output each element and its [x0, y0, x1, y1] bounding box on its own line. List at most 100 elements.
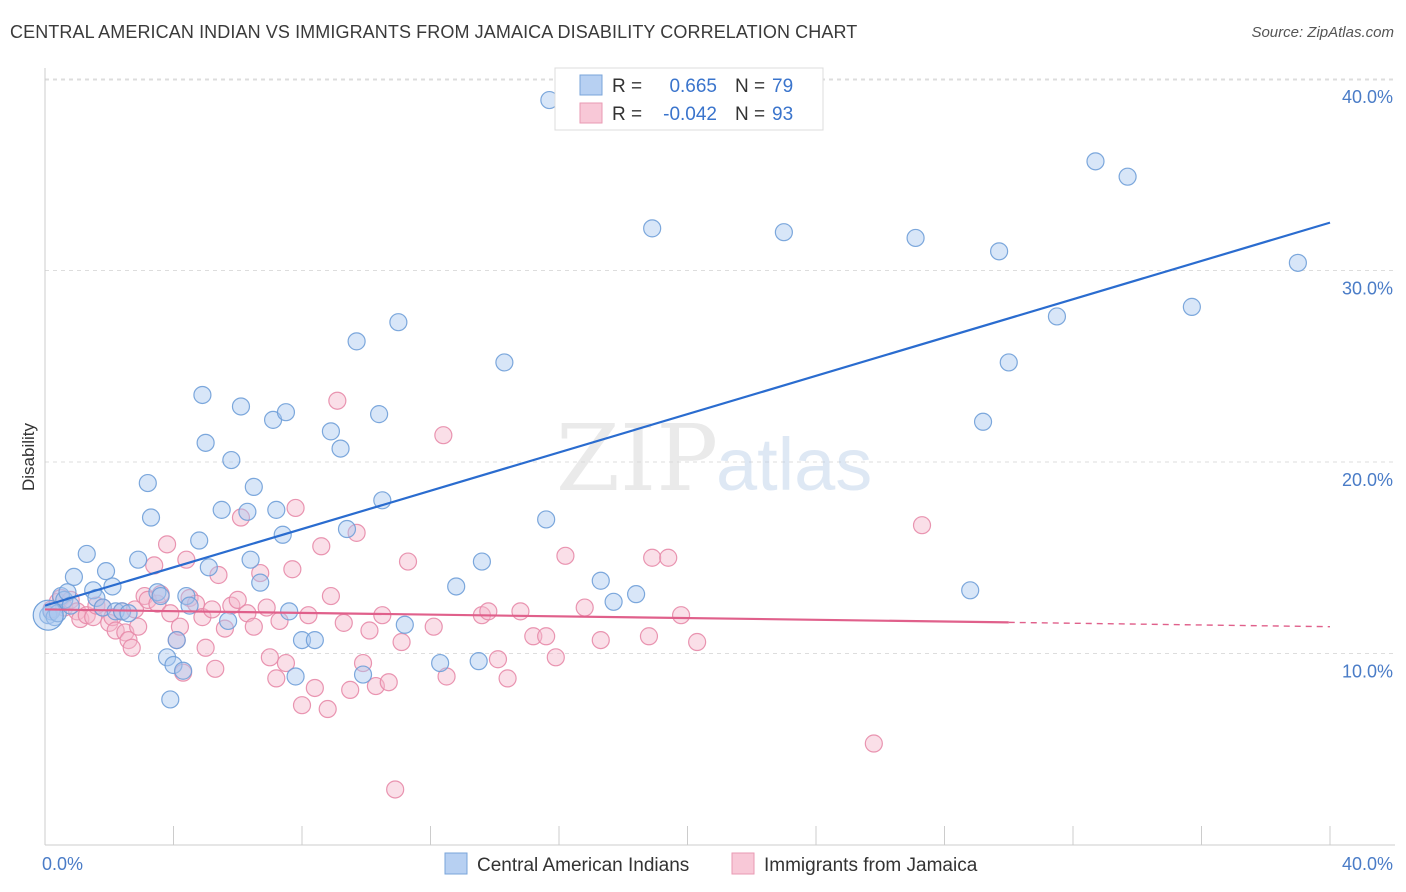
jamaica-point-71 [434, 426, 453, 445]
jamaica-point-70 [424, 617, 443, 636]
cai-point-31 [193, 385, 212, 405]
jamaica-point-88 [688, 632, 707, 652]
cai-point-48 [292, 630, 312, 650]
cai-point-77 [1086, 152, 1105, 171]
jamaica-point-90 [864, 734, 883, 753]
legend-blue-swatch [444, 852, 468, 875]
jamaica-point-54 [305, 678, 324, 698]
jamaica-point-60 [341, 680, 360, 699]
cai-point-74 [990, 242, 1009, 261]
legend: Central American Indians Immigrants from… [444, 852, 978, 876]
cai-point-62 [472, 552, 491, 571]
cai-point-40 [244, 477, 263, 496]
cai-point-78 [1118, 167, 1137, 186]
jamaica-point-35 [202, 600, 222, 619]
jamaica-point-36 [206, 659, 225, 678]
cai-point-24 [161, 690, 180, 709]
x-tick-label-1: 40.0% [1342, 854, 1393, 874]
cai-point-75 [999, 353, 1018, 372]
jamaica-point-40 [228, 590, 247, 609]
trend-lines [44, 221, 1331, 628]
cai-point-53 [347, 332, 366, 351]
cai-point-63 [495, 353, 514, 372]
jamaica-trend-line [44, 608, 1009, 624]
cai-point-13 [96, 562, 116, 581]
jamaica-trend-extension [1008, 621, 1331, 628]
cai-point-9 [77, 544, 96, 564]
cai-point-33 [199, 558, 218, 577]
jamaica-point-61 [347, 523, 366, 542]
jamaica-point-78 [524, 627, 543, 646]
tick-labels: 10.0% 20.0% 30.0% 40.0% 0.0% 40.0% [42, 87, 1393, 874]
jamaica-point-80 [546, 648, 565, 667]
stats-blue-r-value: 0.665 [669, 76, 717, 97]
jamaica-point-68 [392, 632, 411, 652]
y-tick-label-3: 40.0% [1342, 87, 1393, 107]
jamaica-point-43 [244, 617, 263, 636]
stats-blue-n-value: 79 [772, 76, 793, 97]
cai-point-72 [961, 581, 980, 600]
cai-point-8 [64, 567, 84, 587]
stats-blue-swatch [579, 74, 603, 96]
jamaica-point-58 [328, 391, 347, 410]
jamaica-point-67 [386, 780, 405, 799]
jamaica-point-75 [488, 650, 508, 669]
cai-point-25 [164, 655, 183, 675]
jamaica-point-87 [671, 606, 691, 625]
cai-point-36 [222, 450, 241, 470]
cai-point-76 [1047, 307, 1067, 326]
jamaica-point-63 [360, 621, 379, 640]
axes [44, 68, 1395, 846]
cai-point-32 [196, 433, 215, 452]
jamaica-point-59 [334, 613, 353, 632]
legend-pink-label: Immigrants from Jamaica [764, 855, 978, 876]
stats-pink-r-value: -0.042 [663, 104, 717, 125]
cai-point-20 [141, 508, 161, 527]
cai-point-30 [190, 531, 209, 550]
jamaica-point-74 [479, 602, 498, 621]
cai-point-51 [331, 439, 350, 458]
y-tick-label-2: 30.0% [1342, 279, 1393, 299]
cai-point-52 [337, 519, 357, 539]
jamaica-point-17 [122, 638, 141, 657]
y-tick-label-1: 20.0% [1342, 470, 1393, 490]
jamaica-point-49 [276, 653, 296, 673]
cai-point-6 [58, 583, 77, 602]
stats-blue-r-label: R = [612, 76, 642, 97]
stats-box: R = 0.665 N = 79 R = -0.042 N = 93 [554, 67, 824, 131]
jamaica-point-46 [260, 648, 279, 667]
jamaica-point-51 [286, 498, 305, 518]
cai-point-70 [774, 223, 793, 242]
cai-point-26 [167, 630, 186, 650]
cai-point-39 [241, 550, 260, 569]
jamaica-point-81 [556, 546, 575, 565]
cai-point-27 [174, 661, 193, 680]
jamaica-point-83 [591, 630, 610, 650]
stats-pink-n-value: 93 [772, 104, 793, 125]
source-label: Source: ZipAtlas.com [1251, 24, 1394, 41]
cai-point-71 [906, 228, 925, 248]
cai-point-46 [280, 602, 299, 621]
cai-point-19 [138, 473, 157, 493]
cai-point-47 [286, 667, 305, 686]
cai-point-41 [251, 573, 270, 592]
cai-point-43 [267, 500, 286, 519]
jamaica-point-76 [498, 669, 517, 688]
cai-cluster-point [32, 599, 64, 631]
cai-point-18 [129, 550, 148, 569]
jamaica-point-37 [209, 565, 228, 585]
cai-trend-line [44, 221, 1331, 607]
cai-point-59 [431, 653, 450, 673]
jamaica-point-79 [537, 627, 556, 646]
watermark-atlas: atlas [716, 423, 872, 506]
x-tick-label-0: 0.0% [42, 854, 83, 874]
jamaica-point-8 [84, 608, 103, 627]
cai-point-50 [321, 422, 341, 441]
legend-blue-label: Central American Indians [477, 855, 689, 876]
cai-point-73 [973, 412, 993, 431]
jamaica-point-34 [196, 638, 215, 657]
jamaica-point-89 [912, 516, 932, 535]
jamaica-point-66 [379, 673, 398, 692]
cai-point-29 [180, 596, 199, 615]
